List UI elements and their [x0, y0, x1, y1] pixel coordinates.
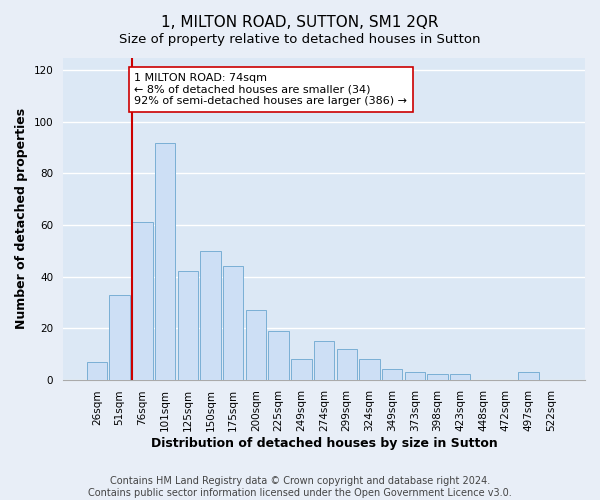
Bar [223, 266, 244, 380]
Bar [109, 294, 130, 380]
Text: 1 MILTON ROAD: 74sqm
← 8% of detached houses are smaller (34)
92% of semi-detach: 1 MILTON ROAD: 74sqm ← 8% of detached ho… [134, 73, 407, 106]
Text: Size of property relative to detached houses in Sutton: Size of property relative to detached ho… [119, 32, 481, 46]
Y-axis label: Number of detached properties: Number of detached properties [15, 108, 28, 329]
Bar [155, 142, 175, 380]
Bar [178, 272, 198, 380]
Bar [132, 222, 152, 380]
Bar [268, 330, 289, 380]
Bar [427, 374, 448, 380]
Bar [404, 372, 425, 380]
Text: Contains HM Land Registry data © Crown copyright and database right 2024.
Contai: Contains HM Land Registry data © Crown c… [88, 476, 512, 498]
Bar [200, 251, 221, 380]
Bar [382, 370, 403, 380]
Bar [518, 372, 539, 380]
X-axis label: Distribution of detached houses by size in Sutton: Distribution of detached houses by size … [151, 437, 497, 450]
Text: 1, MILTON ROAD, SUTTON, SM1 2QR: 1, MILTON ROAD, SUTTON, SM1 2QR [161, 15, 439, 30]
Bar [87, 362, 107, 380]
Bar [291, 359, 311, 380]
Bar [245, 310, 266, 380]
Bar [450, 374, 470, 380]
Bar [359, 359, 380, 380]
Bar [337, 348, 357, 380]
Bar [314, 341, 334, 380]
